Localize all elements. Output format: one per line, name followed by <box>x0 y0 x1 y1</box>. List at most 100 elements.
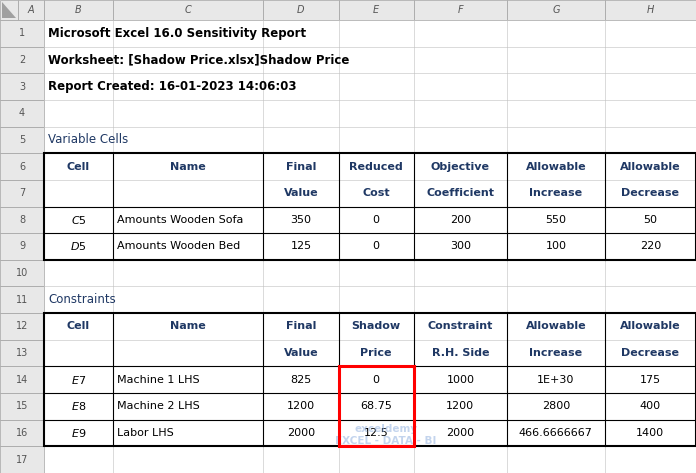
Bar <box>18 0 44 20</box>
Bar <box>44 313 696 447</box>
Text: 2800: 2800 <box>541 402 570 412</box>
Text: exceldemy
EXCEL - DATA - BI: exceldemy EXCEL - DATA - BI <box>335 424 437 446</box>
Bar <box>0 233 44 260</box>
Polygon shape <box>2 2 16 18</box>
Bar <box>605 0 696 20</box>
Text: 0: 0 <box>372 215 379 225</box>
Text: 13: 13 <box>16 348 28 358</box>
Text: A: A <box>28 5 34 15</box>
Text: 10: 10 <box>16 268 28 278</box>
Text: 2000: 2000 <box>287 428 315 438</box>
Bar <box>338 367 413 447</box>
Text: Machine 1 LHS: Machine 1 LHS <box>117 375 200 385</box>
Text: 300: 300 <box>450 242 471 252</box>
Text: Increase: Increase <box>529 188 583 198</box>
Bar <box>0 367 44 393</box>
Text: Name: Name <box>171 322 206 332</box>
Text: 175: 175 <box>640 375 661 385</box>
Text: 350: 350 <box>290 215 311 225</box>
Text: F: F <box>457 5 464 15</box>
Text: Machine 2 LHS: Machine 2 LHS <box>117 402 200 412</box>
Text: 5: 5 <box>19 135 25 145</box>
Text: 1200: 1200 <box>287 402 315 412</box>
Bar <box>0 340 44 367</box>
Text: D: D <box>297 5 305 15</box>
Bar <box>0 153 44 180</box>
Text: 12: 12 <box>16 322 28 332</box>
Bar <box>0 20 44 47</box>
Text: 4: 4 <box>19 108 25 118</box>
Text: $E$8: $E$8 <box>71 400 86 412</box>
Bar <box>0 313 44 340</box>
Text: R.H. Side: R.H. Side <box>432 348 489 358</box>
Text: Constraints: Constraints <box>48 293 116 307</box>
Text: 1400: 1400 <box>636 428 665 438</box>
Bar <box>0 420 44 447</box>
Text: $E$7: $E$7 <box>71 374 86 386</box>
Text: Microsoft Excel 16.0 Sensitivity Report: Microsoft Excel 16.0 Sensitivity Report <box>48 27 306 40</box>
Text: Final: Final <box>286 162 316 172</box>
Text: 16: 16 <box>16 428 28 438</box>
Bar <box>0 73 44 100</box>
Text: Allowable: Allowable <box>525 162 586 172</box>
Bar <box>44 153 696 260</box>
Bar <box>0 207 44 233</box>
Text: B: B <box>75 5 82 15</box>
Text: 6: 6 <box>19 162 25 172</box>
Text: Allowable: Allowable <box>620 322 681 332</box>
Bar <box>0 127 44 153</box>
Bar <box>507 0 605 20</box>
Text: Cost: Cost <box>363 188 390 198</box>
Text: 14: 14 <box>16 375 28 385</box>
Text: 825: 825 <box>290 375 312 385</box>
Text: $D$5: $D$5 <box>70 240 87 253</box>
Bar <box>413 0 507 20</box>
Text: Final: Final <box>286 322 316 332</box>
Text: 1200: 1200 <box>446 402 475 412</box>
Text: Allowable: Allowable <box>525 322 586 332</box>
Text: 11: 11 <box>16 295 28 305</box>
Text: Cell: Cell <box>67 322 90 332</box>
Text: 68.75: 68.75 <box>360 402 392 412</box>
Text: Value: Value <box>284 348 318 358</box>
Text: Labor LHS: Labor LHS <box>117 428 174 438</box>
Bar <box>0 287 44 313</box>
Text: 200: 200 <box>450 215 471 225</box>
Text: 2: 2 <box>19 55 25 65</box>
Text: G: G <box>552 5 560 15</box>
Text: 9: 9 <box>19 242 25 252</box>
Text: 50: 50 <box>643 215 657 225</box>
Text: C: C <box>185 5 191 15</box>
Text: Reduced: Reduced <box>349 162 403 172</box>
Text: $C$5: $C$5 <box>71 214 86 226</box>
Text: Cell: Cell <box>67 162 90 172</box>
Text: 7: 7 <box>19 188 25 198</box>
Text: Allowable: Allowable <box>620 162 681 172</box>
Bar <box>263 0 338 20</box>
Text: 466.6666667: 466.6666667 <box>519 428 593 438</box>
Text: Increase: Increase <box>529 348 583 358</box>
Text: Shadow: Shadow <box>351 322 401 332</box>
Text: Report Created: 16-01-2023 14:06:03: Report Created: 16-01-2023 14:06:03 <box>48 80 296 93</box>
Text: Variable Cells: Variable Cells <box>48 133 128 147</box>
Text: 100: 100 <box>546 242 567 252</box>
Bar <box>0 0 18 20</box>
Text: Objective: Objective <box>431 162 490 172</box>
Text: 3: 3 <box>19 82 25 92</box>
Bar <box>0 47 44 73</box>
Bar <box>0 393 44 420</box>
Text: 400: 400 <box>640 402 661 412</box>
Text: 8: 8 <box>19 215 25 225</box>
Text: Value: Value <box>284 188 318 198</box>
Text: H: H <box>647 5 654 15</box>
Text: 1E+30: 1E+30 <box>537 375 574 385</box>
Text: 2000: 2000 <box>446 428 475 438</box>
Text: Decrease: Decrease <box>622 188 679 198</box>
Text: 1000: 1000 <box>446 375 475 385</box>
Text: 12.5: 12.5 <box>364 428 388 438</box>
Text: 17: 17 <box>16 455 28 464</box>
Text: 15: 15 <box>16 402 28 412</box>
Text: Worksheet: [Shadow Price.xlsx]Shadow Price: Worksheet: [Shadow Price.xlsx]Shadow Pri… <box>48 53 349 67</box>
Bar <box>0 180 44 207</box>
Bar <box>0 260 44 287</box>
